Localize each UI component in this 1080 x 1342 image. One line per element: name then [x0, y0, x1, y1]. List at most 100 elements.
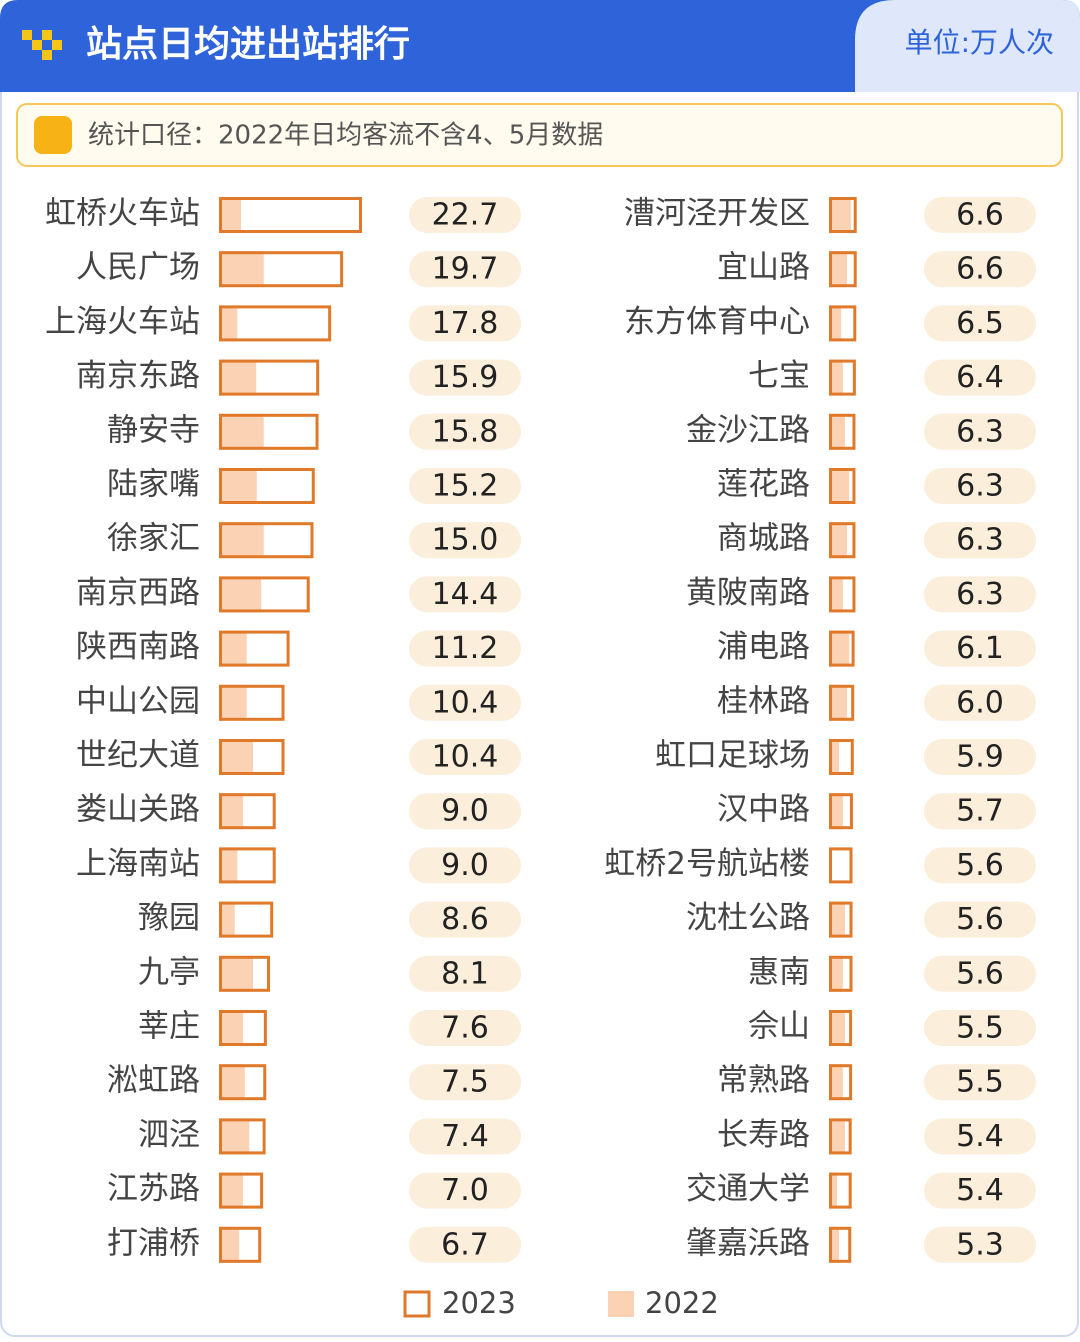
value-label: 5.9 — [956, 740, 1004, 775]
bar-2022 — [219, 576, 262, 613]
value-pill — [409, 413, 521, 450]
bar-2022 — [219, 1010, 243, 1046]
bar-2023 — [219, 793, 276, 830]
value-pill — [924, 684, 1036, 721]
station-name: 虹桥2号航站楼 — [604, 846, 810, 882]
value-pill — [409, 1118, 521, 1155]
value-label: 6.4 — [956, 360, 1004, 395]
bar-2023 — [219, 1226, 262, 1263]
value-pill — [409, 305, 521, 342]
bar-2023 — [829, 359, 856, 396]
bar-2022 — [829, 630, 850, 667]
bar-2023 — [219, 1172, 264, 1209]
value-pill — [924, 955, 1036, 992]
bar-2022 — [219, 251, 264, 288]
bar-2023 — [219, 468, 315, 504]
value-pill — [409, 739, 521, 775]
bar-2022 — [219, 413, 264, 450]
station-name: 惠南 — [748, 954, 810, 990]
bar-2022 — [219, 359, 257, 396]
bar-2022 — [829, 1226, 840, 1263]
station-name: 宜山路 — [717, 250, 810, 286]
bar-2022 — [219, 793, 243, 830]
value-pill — [409, 197, 521, 233]
value-pill — [924, 1226, 1036, 1263]
bar-2023 — [219, 522, 314, 559]
legend-2023: 2023 — [442, 1286, 516, 1320]
value-label: 14.4 — [432, 577, 499, 612]
bar-2022 — [829, 739, 840, 775]
bar-2022 — [219, 1064, 245, 1101]
station-name: 陕西南路 — [76, 629, 200, 665]
value-label: 15.2 — [432, 469, 499, 504]
station-name: 豫园 — [138, 900, 200, 936]
station-name: 南京西路 — [76, 575, 200, 611]
bar-2023 — [219, 413, 319, 450]
bar-2022 — [829, 1118, 845, 1155]
bar-2022 — [219, 468, 257, 504]
value-pill — [924, 576, 1036, 613]
bar-2023 — [219, 359, 320, 396]
station-name: 肇嘉浜路 — [686, 1225, 810, 1261]
bar-2023 — [829, 1226, 852, 1263]
bar-2022 — [829, 1010, 845, 1046]
bar-2022 — [219, 630, 247, 667]
value-pill — [924, 630, 1036, 667]
bar-2023 — [829, 305, 857, 342]
bar-2022 — [219, 847, 238, 884]
bar-2022 — [219, 901, 235, 938]
bar-2022 — [829, 901, 845, 938]
value-pill — [409, 1064, 521, 1101]
value-pill — [924, 413, 1036, 450]
bar-2023 — [219, 684, 285, 721]
value-label: 5.4 — [956, 1119, 1004, 1154]
value-pill — [409, 576, 521, 613]
unit: 单位:万人次 — [905, 26, 1054, 59]
value-label: 10.4 — [432, 740, 499, 775]
station-name: 佘山 — [748, 1009, 810, 1045]
value-label: 5.3 — [956, 1227, 1004, 1262]
bar-2022 — [829, 522, 848, 559]
bar-2023 — [219, 251, 344, 288]
note-icon — [34, 116, 72, 154]
bar-2023 — [829, 522, 856, 559]
value-label: 22.7 — [432, 198, 499, 233]
value-pill — [924, 1118, 1036, 1155]
value-label: 11.2 — [432, 631, 499, 666]
station-name: 泗泾 — [138, 1117, 200, 1153]
bar-2023 — [829, 684, 855, 721]
bar-2022 — [219, 739, 254, 775]
bar-2023 — [219, 305, 332, 342]
bar-2023 — [829, 251, 857, 288]
value-label: 6.1 — [956, 631, 1004, 666]
value-label: 6.0 — [956, 685, 1004, 720]
station-name: 虹桥火车站 — [45, 196, 200, 232]
bar-2022 — [219, 684, 247, 721]
value-label: 5.6 — [956, 848, 1004, 883]
station-name: 常熟路 — [717, 1063, 810, 1099]
value-label: 7.4 — [441, 1119, 489, 1154]
bar-2022 — [219, 1118, 250, 1155]
bar-2023 — [829, 1118, 852, 1155]
value-pill — [924, 468, 1036, 504]
bar-2023 — [219, 901, 274, 938]
station-name: 东方体育中心 — [624, 304, 810, 340]
station-name: 桂林路 — [717, 683, 810, 719]
value-label: 6.3 — [956, 577, 1004, 612]
bar-2023 — [829, 847, 853, 884]
title: 站点日均进出站排行 — [86, 24, 410, 65]
bar-2023 — [219, 955, 271, 992]
value-pill — [409, 1226, 521, 1263]
bar-2022 — [829, 197, 851, 233]
value-pill — [924, 359, 1036, 396]
value-label: 5.6 — [956, 956, 1004, 991]
bar-2022 — [829, 576, 843, 613]
value-label: 6.3 — [956, 469, 1004, 504]
station-name: 九亭 — [138, 954, 200, 990]
bar-2023 — [219, 739, 285, 775]
logo — [22, 30, 62, 60]
station-name: 黄陂南路 — [686, 575, 810, 611]
station-name: 虹口足球场 — [655, 738, 810, 774]
value-label: 19.7 — [432, 252, 499, 287]
